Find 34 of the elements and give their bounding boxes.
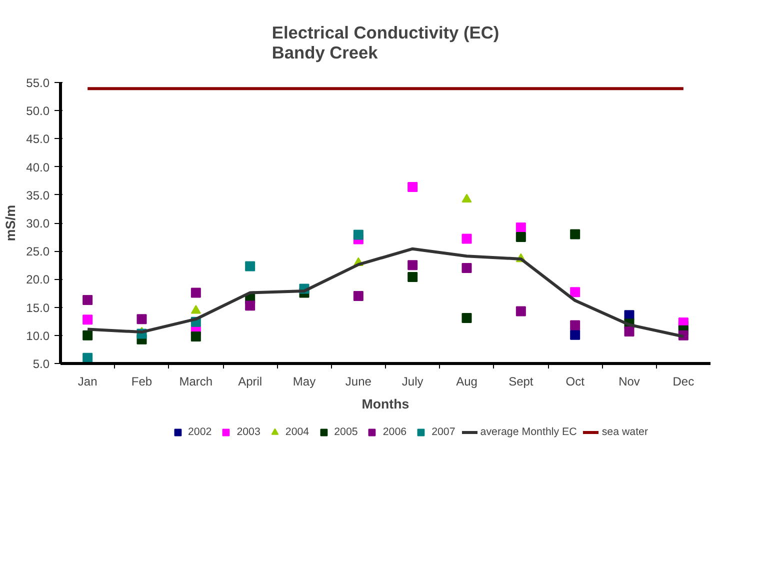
x-axis-title: Months — [362, 396, 410, 412]
x-tick-label: Sept — [508, 374, 534, 388]
legend-label: 2007 — [432, 426, 456, 438]
x-tick-label: Nov — [618, 374, 640, 388]
y-axis-title: mS/m — [3, 204, 18, 242]
x-tick-label: Jan — [78, 374, 98, 388]
x-tick-label: April — [238, 374, 262, 388]
legend-label: 2005 — [334, 426, 358, 438]
x-tick-label: May — [292, 374, 316, 388]
legend-label: 2002 — [188, 426, 212, 438]
y-tick-label: 45.0 — [26, 132, 50, 146]
x-tick-label: Dec — [672, 374, 694, 388]
legend-label: sea water — [602, 426, 648, 438]
x-tick-label: Aug — [456, 374, 478, 388]
y-tick-label: 25.0 — [26, 244, 50, 259]
legend-label: average Monthly EC — [480, 426, 577, 438]
legend-label: 2003 — [236, 426, 260, 438]
y-tick-label: 10.0 — [26, 328, 50, 343]
x-tick-label: Feb — [131, 374, 152, 388]
y-tick-label: 30.0 — [26, 216, 50, 230]
chart-title: Electrical Conductivity (EC) Bandy Creek — [272, 22, 500, 62]
legend-label: 2006 — [382, 426, 407, 438]
y-tick-label: 40.0 — [26, 160, 50, 174]
x-tick-label: March — [179, 374, 213, 388]
y-tick-label: 5.0 — [32, 357, 50, 371]
y-tick-label: 15.0 — [26, 300, 50, 315]
y-tick-label: 50.0 — [26, 104, 50, 118]
y-tick-label: 55.0 — [26, 76, 50, 90]
x-tick-label: June — [345, 374, 372, 388]
y-tick-label: 35.0 — [26, 188, 50, 202]
x-tick-label: July — [402, 374, 424, 388]
legend-label: 2004 — [285, 426, 310, 438]
x-tick-label: Oct — [566, 374, 586, 388]
y-tick-label: 20.0 — [26, 272, 50, 287]
